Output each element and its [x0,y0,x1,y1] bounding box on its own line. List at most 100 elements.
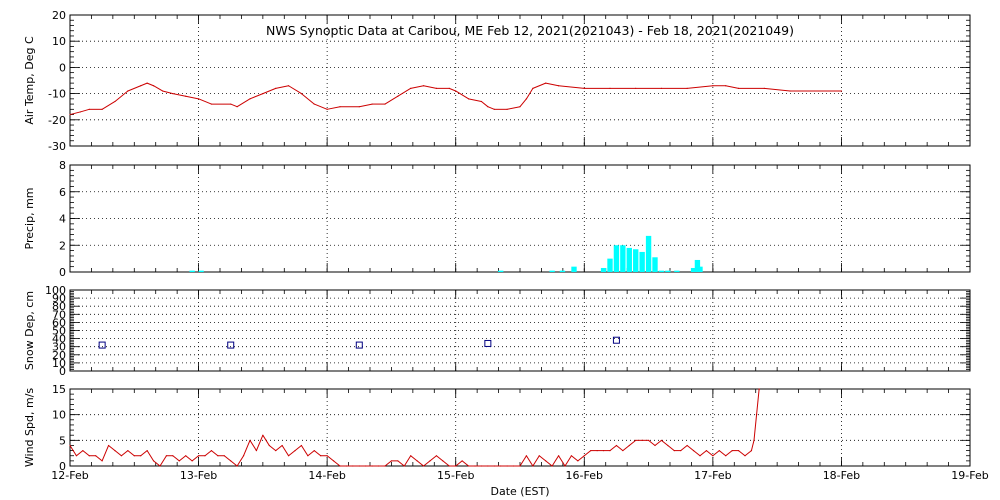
series-segment [301,445,309,456]
series-segment [326,455,334,462]
series-segment [275,445,283,451]
y-tick-label: 40 [52,333,66,346]
series-segment [564,455,572,467]
series-segment [223,455,232,462]
series-segment [410,85,424,89]
series-segment [108,445,116,451]
series-segment [178,455,187,462]
series-segment [706,450,714,457]
bar [620,245,626,272]
scatter-point [612,336,620,344]
series-segment [172,93,186,97]
series-segment [750,440,755,451]
series-segment [236,98,251,108]
y-tick-label: 0 [59,61,66,74]
y-axis-label: Precip, mm [23,188,36,250]
series-segment [744,450,752,457]
y-tick-label: 8 [59,159,66,172]
series-segment [693,450,701,457]
bar [198,270,204,272]
series-segment [577,455,585,462]
series-segment [101,101,116,110]
series-segment [159,455,167,467]
panel-air-temp: -30 -20 -10 0 10 20 Air Temp, Deg C [23,9,971,153]
x-tick-label: 16-Feb [566,469,603,482]
series-segment [410,455,418,462]
series-segment [243,440,251,456]
x-tick-label: 17-Feb [694,469,731,482]
series-segment [262,434,270,446]
series-segment [288,85,302,95]
bar [607,258,613,272]
series-segment [153,460,161,467]
bar [633,249,639,272]
series-segment [507,106,521,110]
series-segment [397,87,411,97]
bar [697,266,703,272]
series-segment [403,455,412,467]
series-segment [146,450,154,462]
y-tick-label: 0 [59,266,66,279]
x-tick-label: 15-Feb [437,469,474,482]
series-segment [687,85,713,89]
series-segment [236,455,244,467]
series-segment [648,439,656,446]
series-segment [153,85,163,92]
series-segment [753,414,758,441]
bar [626,247,632,272]
series-segment [397,460,405,467]
chart-title: NWS Synoptic Data at Caribou, ME Feb 12,… [266,23,794,38]
series-segment [82,450,90,457]
series-segment [198,98,212,105]
series-segment [532,82,546,89]
series-segment [288,450,296,457]
series-segment [526,88,534,100]
bar [665,270,671,272]
bar [694,259,701,272]
series-segment [185,455,193,462]
series-segment [101,445,110,462]
series-segment [114,90,129,102]
scatter-point [98,341,106,349]
y-tick-label: 20 [52,9,66,22]
series-segment [359,103,373,108]
series-segment [468,98,482,102]
series-segment [712,450,720,457]
series-segment [140,82,148,87]
y-tick-label: 80 [52,300,66,313]
bar [674,270,680,272]
panel-frame [69,289,971,372]
y-tick-label: -10 [48,88,66,101]
series-segment [114,450,122,457]
series-segment [281,445,289,456]
series-segment [686,445,694,451]
y-tick-label: 4 [59,213,66,226]
series-segment [558,455,566,467]
series-segment [628,439,637,446]
bar [658,270,665,272]
series-segment [162,90,173,95]
scatter-point [484,339,492,347]
x-tick-label: 18-Feb [823,469,860,482]
x-tick-label: 12-Feb [51,469,88,482]
y-tick-label: 90 [52,292,66,305]
y-tick-label: 0 [59,365,66,378]
series-segment [699,450,707,457]
series-segment [519,455,527,467]
series-segment [262,87,276,95]
bar [600,267,607,272]
y-tick-label: -20 [48,114,66,127]
series-segment [429,455,437,462]
y-tick-label: 50 [52,325,66,338]
series-segment [140,450,148,457]
scatter-point [227,341,235,349]
series-segment [211,450,219,457]
series-segment [230,460,238,467]
bar [559,270,566,272]
series-segment [718,450,727,457]
bar [645,235,652,272]
x-tick-label: 13-Feb [180,469,217,482]
series-segment [76,450,84,457]
